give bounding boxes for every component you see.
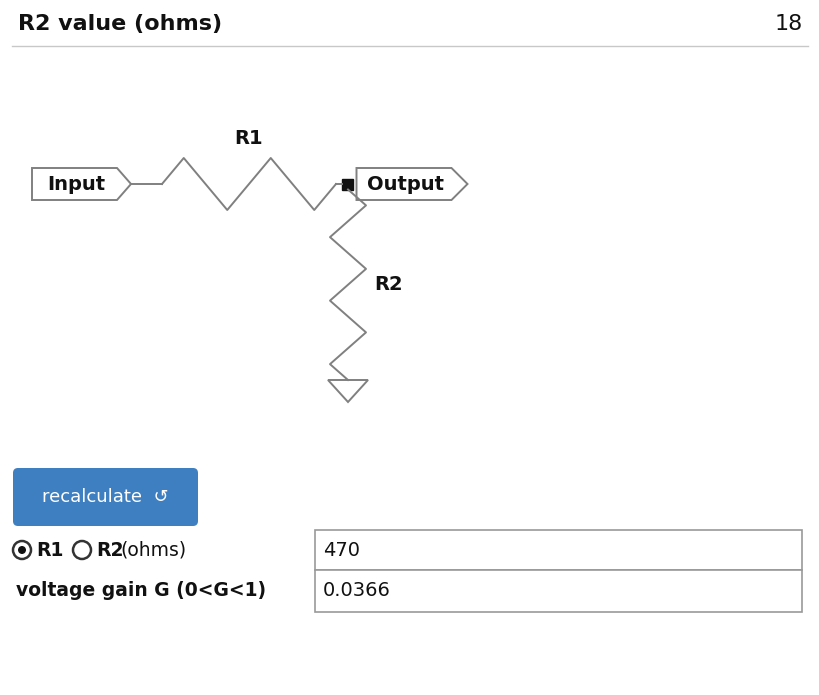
- Text: 0.0366: 0.0366: [323, 582, 391, 600]
- Text: R1: R1: [36, 541, 63, 559]
- Text: R2: R2: [96, 541, 124, 559]
- Polygon shape: [342, 179, 353, 190]
- FancyBboxPatch shape: [314, 530, 801, 570]
- Text: 18: 18: [774, 14, 802, 34]
- FancyBboxPatch shape: [314, 570, 801, 612]
- Text: recalculate  ↺: recalculate ↺: [42, 488, 169, 506]
- Text: Input: Input: [48, 174, 106, 193]
- Circle shape: [18, 546, 26, 554]
- Text: 470: 470: [323, 541, 360, 559]
- Text: (ohms): (ohms): [120, 541, 186, 559]
- Text: R1: R1: [234, 129, 263, 148]
- Text: voltage gain G (0<G<1): voltage gain G (0<G<1): [16, 582, 266, 600]
- Text: Output: Output: [367, 174, 444, 193]
- Text: R2 value (ohms): R2 value (ohms): [18, 14, 222, 34]
- Text: R2: R2: [373, 275, 402, 294]
- FancyBboxPatch shape: [13, 468, 197, 526]
